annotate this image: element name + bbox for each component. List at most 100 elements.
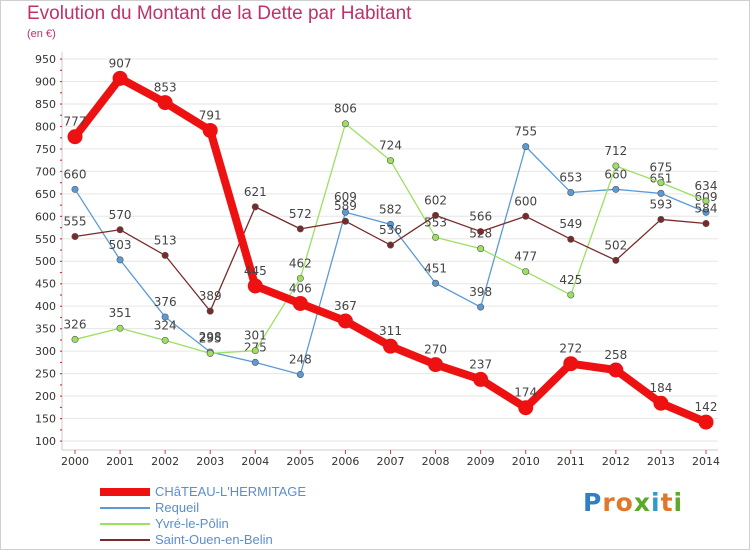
data-label: 451 [424, 261, 447, 275]
data-point [612, 185, 620, 193]
legend-swatch [100, 488, 150, 496]
data-point [477, 303, 485, 311]
chart-subtitle: (en €) [27, 28, 56, 40]
data-point [71, 185, 79, 193]
data-point [432, 211, 440, 219]
data-point [567, 291, 575, 299]
data-point [612, 162, 620, 170]
legend-label: Saint-Ouen-en-Belin [155, 532, 273, 547]
y-minor-tick [60, 418, 62, 420]
data-point [383, 338, 398, 354]
data-point [428, 357, 444, 373]
y-minor-tick [60, 350, 62, 352]
data-label: 174 [514, 386, 537, 400]
y-tick-label: 500 [35, 255, 56, 268]
x-tick-label: 2007 [377, 455, 405, 468]
data-point [292, 295, 308, 311]
logo-letter: x [633, 488, 651, 517]
legend-item: Saint-Ouen-en-Belin [100, 532, 360, 548]
x-tick-label: 2001 [106, 455, 134, 468]
data-label: 806 [334, 102, 357, 116]
data-point [473, 371, 489, 387]
logo-letter: i [673, 488, 684, 517]
data-label: 621 [244, 185, 267, 199]
logo-letter: t [660, 488, 674, 517]
data-point [202, 122, 218, 138]
data-point [296, 370, 304, 378]
data-point [116, 226, 124, 234]
data-label: 513 [154, 233, 177, 247]
data-label: 593 [649, 197, 672, 211]
x-tick-label: 2010 [512, 455, 540, 468]
data-point [563, 356, 579, 372]
y-minor-tick [60, 125, 62, 128]
data-point [341, 120, 349, 128]
y-minor-tick [60, 170, 62, 173]
data-point [653, 395, 669, 411]
y-minor-tick [60, 249, 62, 251]
legend-swatch [100, 539, 150, 541]
data-point [567, 188, 575, 196]
data-label: 755 [514, 125, 537, 139]
y-minor-tick [60, 305, 62, 307]
data-point [341, 208, 349, 216]
data-point [608, 362, 624, 378]
y-minor-tick [60, 395, 62, 397]
data-label: 777 [64, 115, 87, 129]
data-point [251, 358, 259, 366]
data-point [116, 256, 124, 264]
y-minor-tick [60, 193, 62, 195]
data-label: 298 [199, 330, 222, 344]
data-label: 609 [695, 190, 718, 204]
y-minor-tick [60, 215, 62, 217]
data-label: 477 [514, 250, 537, 264]
x-tick-label: 2005 [286, 455, 314, 468]
y-minor-tick [60, 137, 62, 139]
data-label: 351 [109, 306, 132, 320]
data-label: 536 [379, 223, 402, 237]
y-tick-label: 600 [35, 210, 56, 223]
chart-legend: CHâTEAU-L'HERMITAGE Requeil Yvré-le-Pôli… [100, 484, 360, 548]
data-label: 142 [695, 400, 718, 414]
data-point [657, 189, 665, 197]
y-tick-label: 150 [35, 413, 56, 426]
legend-swatch [100, 507, 150, 509]
y-minor-tick [60, 182, 62, 184]
legend-item: CHâTEAU-L'HERMITAGE [100, 484, 360, 500]
data-label: 609 [334, 190, 357, 204]
y-minor-tick [60, 159, 62, 161]
data-point [247, 278, 263, 294]
y-minor-tick [60, 361, 62, 364]
data-point [161, 336, 169, 344]
y-tick-label: 350 [35, 323, 56, 336]
data-point [296, 225, 304, 233]
data-point [206, 349, 214, 357]
data-point [161, 313, 169, 321]
x-tick-label: 2011 [557, 455, 585, 468]
x-tick-label: 2008 [422, 455, 450, 468]
x-tick-label: 2009 [467, 455, 495, 468]
x-tick-label: 2012 [602, 455, 630, 468]
x-tick-label: 2004 [241, 455, 269, 468]
data-point [386, 157, 394, 165]
x-tick-label: 2006 [331, 455, 359, 468]
data-point [518, 400, 534, 416]
data-label: 555 [64, 215, 87, 229]
logo-letter: o [615, 488, 634, 517]
data-label: 907 [109, 56, 132, 70]
x-tick-label: 2000 [61, 455, 89, 468]
data-point [702, 208, 710, 216]
legend-item: Requeil [100, 500, 360, 516]
data-point [702, 197, 710, 205]
y-minor-tick [60, 103, 62, 105]
y-tick-label: 650 [35, 188, 56, 201]
y-minor-tick [60, 80, 62, 83]
chart-title: Evolution du Montant de la Dette par Hab… [27, 3, 412, 24]
logo-letter: i [651, 488, 661, 517]
plot-area [62, 52, 718, 450]
y-minor-tick [60, 114, 62, 116]
data-point [112, 70, 128, 86]
data-point [522, 212, 530, 220]
x-tick-label: 2003 [196, 455, 224, 468]
data-label: 503 [109, 238, 132, 252]
